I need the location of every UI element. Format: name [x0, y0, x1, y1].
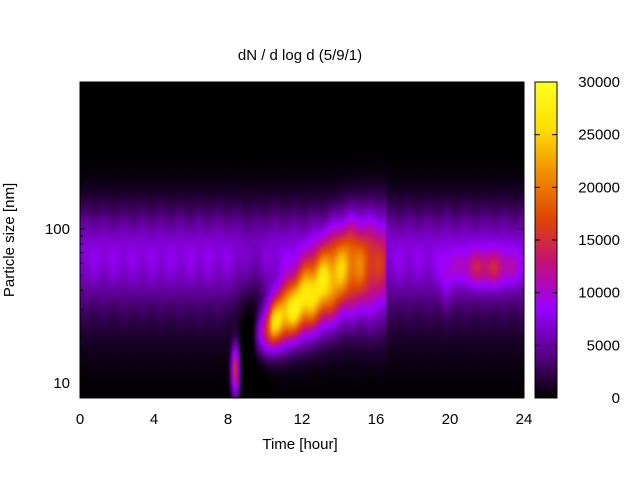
- colorbar-tick-label: 10000: [578, 285, 620, 302]
- colorbar: 0 5000 10000 15000 20000 25000 30000: [534, 74, 620, 407]
- x-axis-label: Time [hour]: [262, 436, 337, 453]
- x-tick-label: 8: [224, 411, 232, 428]
- colorbar-tick-label: 20000: [578, 179, 620, 196]
- x-tick-label: 12: [294, 411, 311, 428]
- y-tick-label: 100: [45, 221, 70, 238]
- x-tick-label: 16: [368, 411, 385, 428]
- colorbar-tick-label: 30000: [578, 74, 620, 91]
- chart-title: dN / d log d (5/9/1): [238, 47, 362, 64]
- x-tick-label: 4: [150, 411, 158, 428]
- x-tick-label: 0: [76, 411, 84, 428]
- colorbar-tick-label: 0: [612, 390, 620, 407]
- colorbar-tick-label: 15000: [578, 232, 620, 249]
- colorbar-ticks: 0 5000 10000 15000 20000 25000 30000: [535, 74, 620, 407]
- colorbar-tick-label: 5000: [587, 337, 620, 354]
- colorbar-gradient: [535, 82, 557, 398]
- plot-area: [79, 81, 525, 399]
- heatmap-image: [80, 82, 524, 398]
- y-axis-label: Particle size [nm]: [1, 183, 18, 297]
- x-axis: 0 4 8 12 16 20 24: [76, 82, 533, 428]
- colorbar-tick-label: 25000: [578, 127, 620, 144]
- x-tick-label: 20: [442, 411, 459, 428]
- y-tick-label: 10: [53, 375, 70, 392]
- x-tick-label: 24: [516, 411, 533, 428]
- y-axis: 10 100: [45, 81, 524, 399]
